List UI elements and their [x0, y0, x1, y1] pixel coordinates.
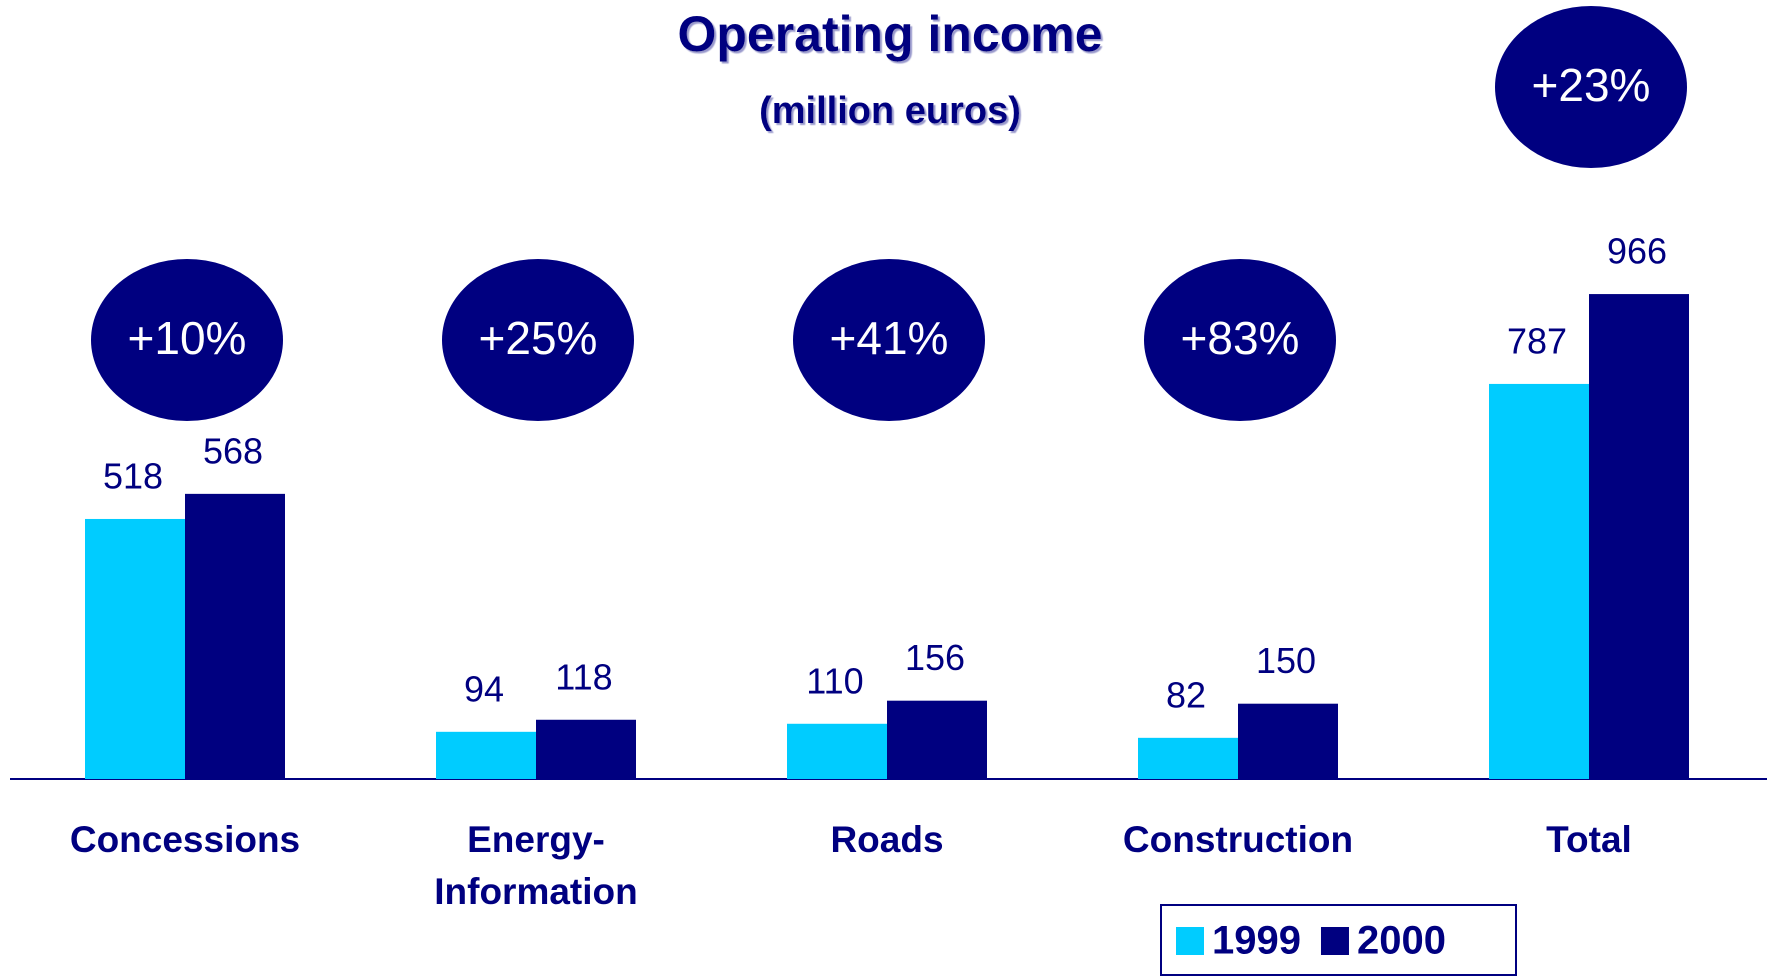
bar: [1138, 737, 1238, 779]
value-label: 150: [1256, 640, 1316, 681]
chart-subtitle: (million euros): [759, 90, 1021, 132]
growth-label: +83%: [1181, 312, 1300, 364]
growth-label: +25%: [479, 312, 598, 364]
value-label: 518: [103, 455, 163, 496]
growth-label: +41%: [830, 312, 949, 364]
value-label: 787: [1507, 320, 1567, 361]
x-tick-label: Construction: [1122, 819, 1354, 860]
legend-label: 1999: [1212, 919, 1301, 963]
bar: [1489, 383, 1589, 779]
x-tick-label: Total: [1546, 819, 1632, 860]
x-tick-label: Energy- Information: [434, 819, 638, 912]
value-label: 94: [464, 668, 504, 709]
growth-badge: [1144, 259, 1336, 421]
value-label: 82: [1166, 674, 1206, 715]
x-tick-label: Roads: [830, 819, 944, 860]
legend-label: 2000: [1357, 919, 1446, 963]
bar: [887, 700, 987, 779]
value-label: 156: [905, 637, 965, 678]
bar: [1589, 294, 1689, 779]
value-label: 118: [555, 656, 612, 697]
growth-label: +10%: [128, 312, 247, 364]
chart-title: Operating income: [677, 6, 1102, 62]
bar: [1238, 703, 1338, 779]
growth-badge: [442, 259, 634, 421]
growth-badge: [91, 259, 283, 421]
growth-badge: [1495, 6, 1687, 168]
bar: [536, 719, 636, 779]
value-label: 110: [806, 660, 863, 701]
x-tick-label: Concessions: [69, 819, 301, 860]
legend-swatch: [1320, 927, 1349, 955]
bar: [85, 518, 185, 779]
growth-badge: [793, 259, 985, 421]
growth-label: +23%: [1532, 59, 1651, 111]
value-label: 966: [1607, 231, 1667, 272]
bar: [436, 731, 536, 779]
bar: [787, 723, 887, 779]
value-label: 568: [203, 430, 263, 471]
bar: [185, 493, 285, 779]
legend-swatch: [1176, 927, 1204, 955]
